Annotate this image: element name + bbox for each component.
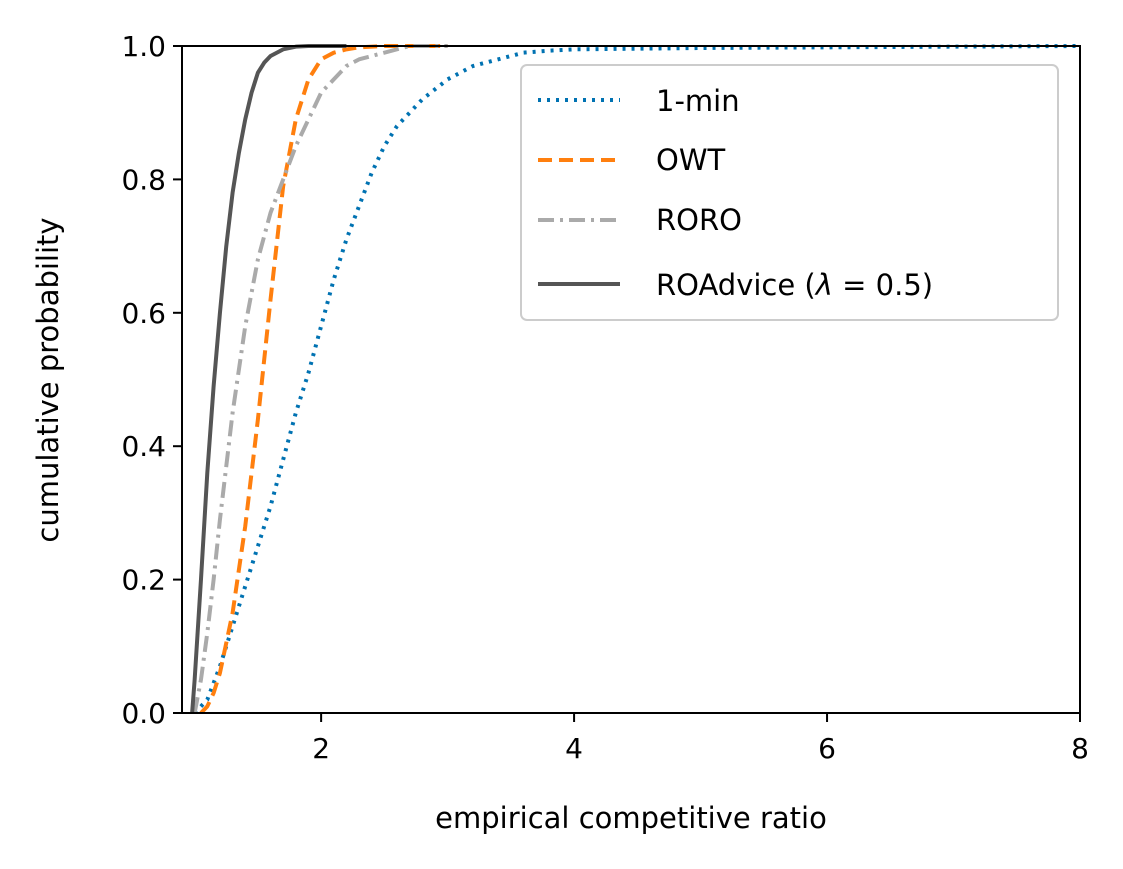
- legend-lines: [538, 98, 620, 286]
- y-tick-label: 0.4: [121, 430, 166, 463]
- legend: 1-min OWT RORO ROAdvice (λ = 0.5): [520, 64, 1059, 321]
- legend-label-roro: RORO: [656, 203, 742, 237]
- axis-ticks: 2 4 6 8 0.0 0.2 0.4 0.6 0.8 1.0: [121, 30, 1088, 765]
- x-tick-label: 2: [312, 732, 330, 765]
- y-tick-label: 0.6: [121, 297, 166, 330]
- series-line-1: [199, 44, 448, 713]
- series-line-0: [193, 44, 1080, 713]
- legend-label-1-min: 1-min: [656, 84, 740, 118]
- x-tick-label: 8: [1071, 732, 1089, 765]
- legend-label-roadvice: ROAdvice (λ = 0.5): [656, 268, 933, 302]
- axes-frame: [181, 45, 1081, 714]
- y-tick-label: 0.0: [121, 697, 166, 730]
- x-tick-label: 6: [818, 732, 836, 765]
- series-line-2: [192, 44, 448, 713]
- x-axis-label: empirical competitive ratio: [435, 801, 827, 835]
- y-tick-label: 0.8: [121, 163, 166, 196]
- legend-box: [520, 64, 1059, 321]
- y-axis-label: cumulative probability: [31, 217, 65, 542]
- legend-label-owt: OWT: [656, 143, 726, 177]
- y-tick-label: 0.2: [121, 564, 166, 597]
- y-tick-label: 1.0: [121, 30, 166, 63]
- x-tick-label: 4: [565, 732, 583, 765]
